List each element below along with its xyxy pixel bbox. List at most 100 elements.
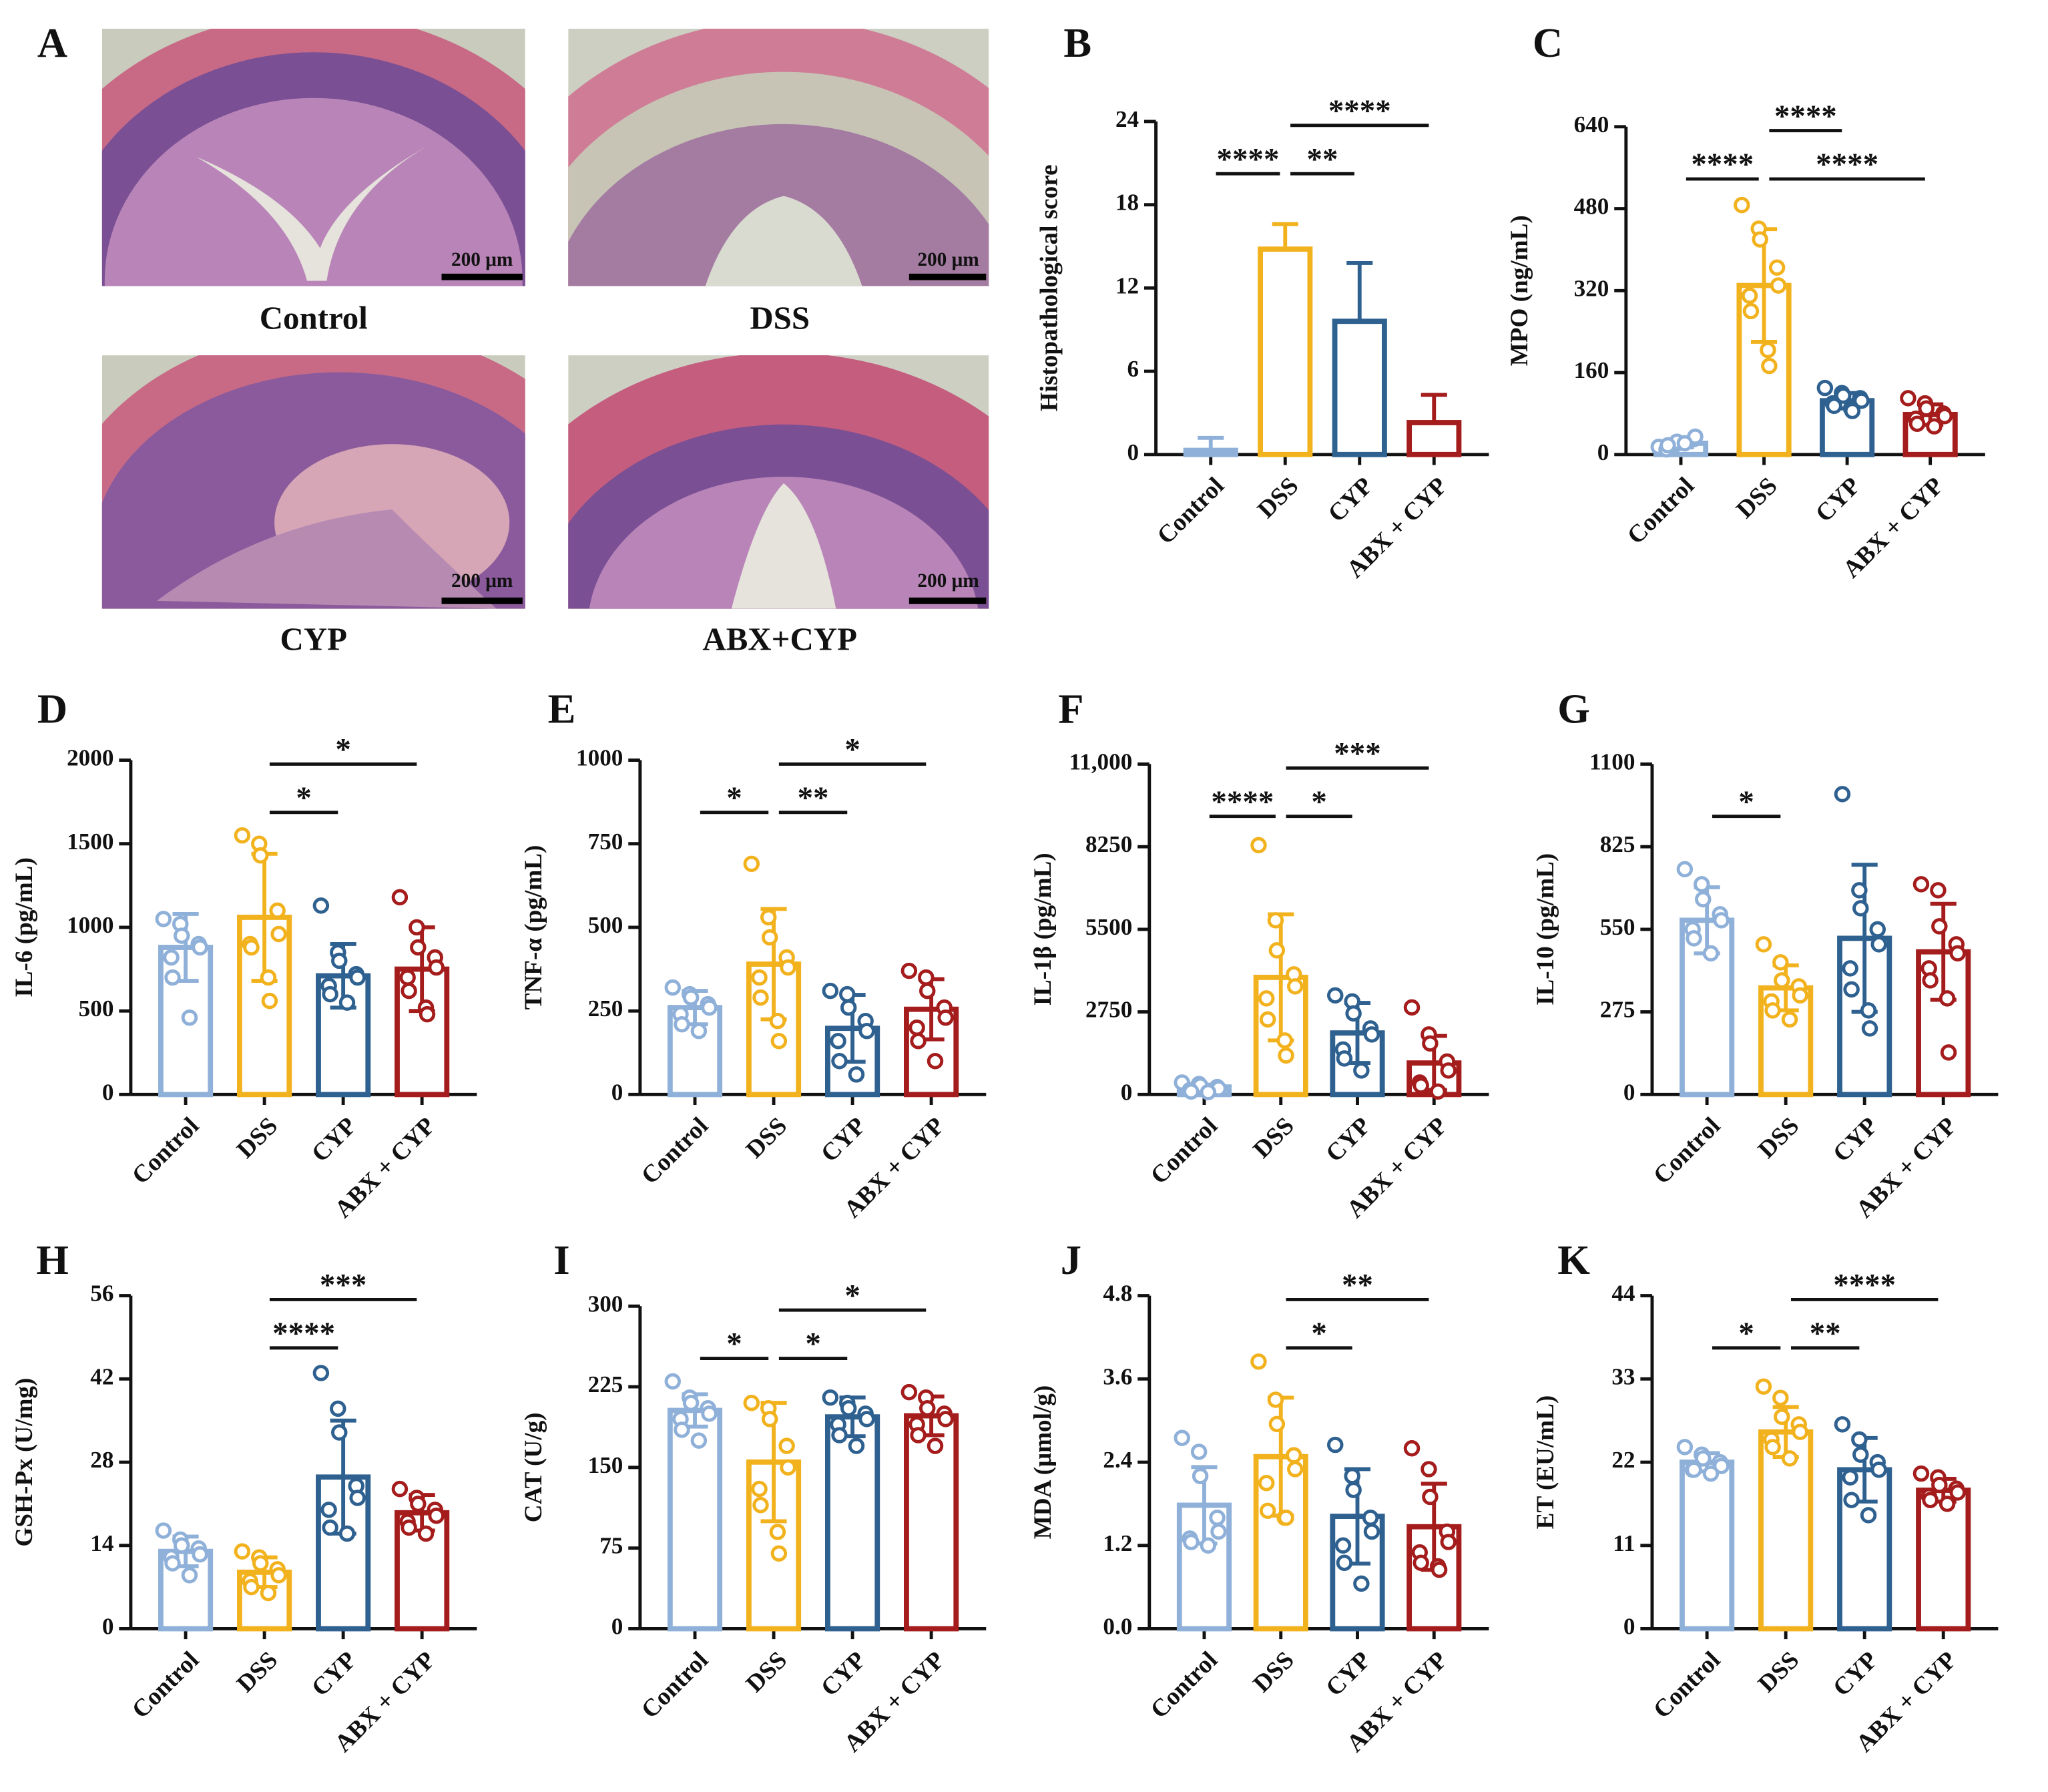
y-tick-label: 75 xyxy=(599,1533,623,1559)
data-point xyxy=(1869,921,1886,938)
data-point xyxy=(1431,1561,1448,1578)
image-caption: ABX+CYP xyxy=(702,621,857,658)
x-tick-label: CYP xyxy=(1828,1646,1883,1702)
significance-label: **** xyxy=(1833,1268,1896,1303)
data-point xyxy=(1764,1002,1781,1019)
significance-label: **** xyxy=(1816,147,1878,182)
data-point xyxy=(173,1537,190,1554)
y-tick-label: 2750 xyxy=(1085,997,1132,1023)
data-point xyxy=(1931,918,1948,935)
y-tick-label: 640 xyxy=(1574,111,1609,138)
data-point xyxy=(690,1432,708,1449)
data-point xyxy=(751,1480,768,1498)
data-point xyxy=(701,999,718,1016)
data-point xyxy=(1734,196,1750,214)
data-point xyxy=(1835,387,1852,404)
significance-label: * xyxy=(726,1327,742,1361)
y-tick-label: 22 xyxy=(1611,1447,1635,1473)
data-point xyxy=(937,1411,954,1427)
data-point xyxy=(927,1437,944,1454)
data-point xyxy=(760,909,777,926)
y-axis-label: IL-1β (pg/mL) xyxy=(1029,853,1057,1005)
y-tick-label: 2.4 xyxy=(1103,1447,1132,1473)
x-tick-label: Control xyxy=(636,1112,714,1190)
y-axis-label: GSH-Px (U/mg) xyxy=(11,1378,38,1547)
y-tick-label: 11 xyxy=(1613,1530,1635,1556)
data-point xyxy=(1268,942,1286,959)
panel-label: J xyxy=(1061,1237,1081,1283)
x-tick-label: DSS xyxy=(1248,1112,1300,1164)
data-point xyxy=(1353,1575,1370,1592)
scale-bar-label: 200 μm xyxy=(917,570,979,592)
data-point xyxy=(839,985,856,1003)
y-tick-label: 250 xyxy=(588,995,623,1022)
data-point xyxy=(261,992,278,1010)
data-point xyxy=(1659,437,1676,454)
x-tick-label: Control xyxy=(1622,472,1700,549)
bar xyxy=(1680,917,1735,1098)
panel-label: H xyxy=(36,1237,69,1283)
y-tick-label: 500 xyxy=(588,912,623,938)
data-point xyxy=(260,1584,277,1602)
data-point xyxy=(1200,1084,1217,1100)
data-point xyxy=(1939,1496,1956,1512)
data-point xyxy=(428,1507,445,1524)
panel-label: C xyxy=(1533,19,1563,66)
y-tick-label: 550 xyxy=(1600,914,1635,940)
data-point xyxy=(1772,954,1789,971)
data-point xyxy=(1852,900,1869,917)
data-point xyxy=(858,1411,875,1427)
data-point xyxy=(831,1427,848,1443)
data-point xyxy=(1422,1035,1439,1052)
data-point xyxy=(1922,972,1939,989)
significance-label: * xyxy=(335,732,350,767)
data-point xyxy=(901,1383,918,1401)
data-point xyxy=(1926,418,1943,435)
x-tick-label: CYP xyxy=(816,1646,871,1702)
data-point xyxy=(1870,1462,1887,1478)
data-point xyxy=(1764,1439,1781,1455)
data-point xyxy=(243,1578,260,1596)
data-point xyxy=(1792,1423,1808,1440)
y-tick-label: 18 xyxy=(1115,190,1139,216)
x-tick-label: CYP xyxy=(1828,1112,1883,1168)
image-caption: CYP xyxy=(280,621,347,658)
data-point xyxy=(270,925,287,943)
data-point xyxy=(234,1543,251,1560)
data-point xyxy=(1768,259,1786,276)
x-tick-label: Control xyxy=(127,1112,204,1190)
data-point xyxy=(312,1365,330,1381)
data-point xyxy=(322,985,338,1003)
data-point xyxy=(1440,1062,1457,1079)
y-tick-label: 300 xyxy=(588,1291,623,1317)
data-point xyxy=(1755,1378,1772,1395)
y-tick-label: 500 xyxy=(79,995,114,1022)
data-point xyxy=(155,911,172,927)
x-tick-label: Control xyxy=(127,1646,204,1724)
bar xyxy=(1406,420,1462,457)
panel-label: F xyxy=(1058,685,1083,732)
y-axis-label: Histopathological score xyxy=(1036,164,1063,411)
panel-label: A xyxy=(37,19,67,66)
y-tick-label: 0 xyxy=(611,1614,623,1640)
data-point xyxy=(1192,1468,1209,1485)
x-tick-label: CYP xyxy=(306,1646,362,1702)
data-point xyxy=(1440,1534,1457,1550)
data-point xyxy=(1174,1429,1190,1446)
data-point xyxy=(1276,1032,1293,1049)
x-tick-label: Control xyxy=(636,1646,714,1724)
data-point xyxy=(1676,861,1694,878)
micrograph xyxy=(101,355,525,609)
significance-label: * xyxy=(726,780,742,815)
data-point xyxy=(937,1009,954,1026)
data-point xyxy=(1816,379,1834,397)
y-tick-label: 0 xyxy=(102,1614,114,1640)
data-point xyxy=(780,959,796,976)
data-point xyxy=(848,1437,865,1454)
significance-label: **** xyxy=(1217,142,1280,176)
y-tick-label: 0 xyxy=(1597,439,1609,465)
data-point xyxy=(682,1395,700,1411)
data-point xyxy=(1842,960,1858,977)
